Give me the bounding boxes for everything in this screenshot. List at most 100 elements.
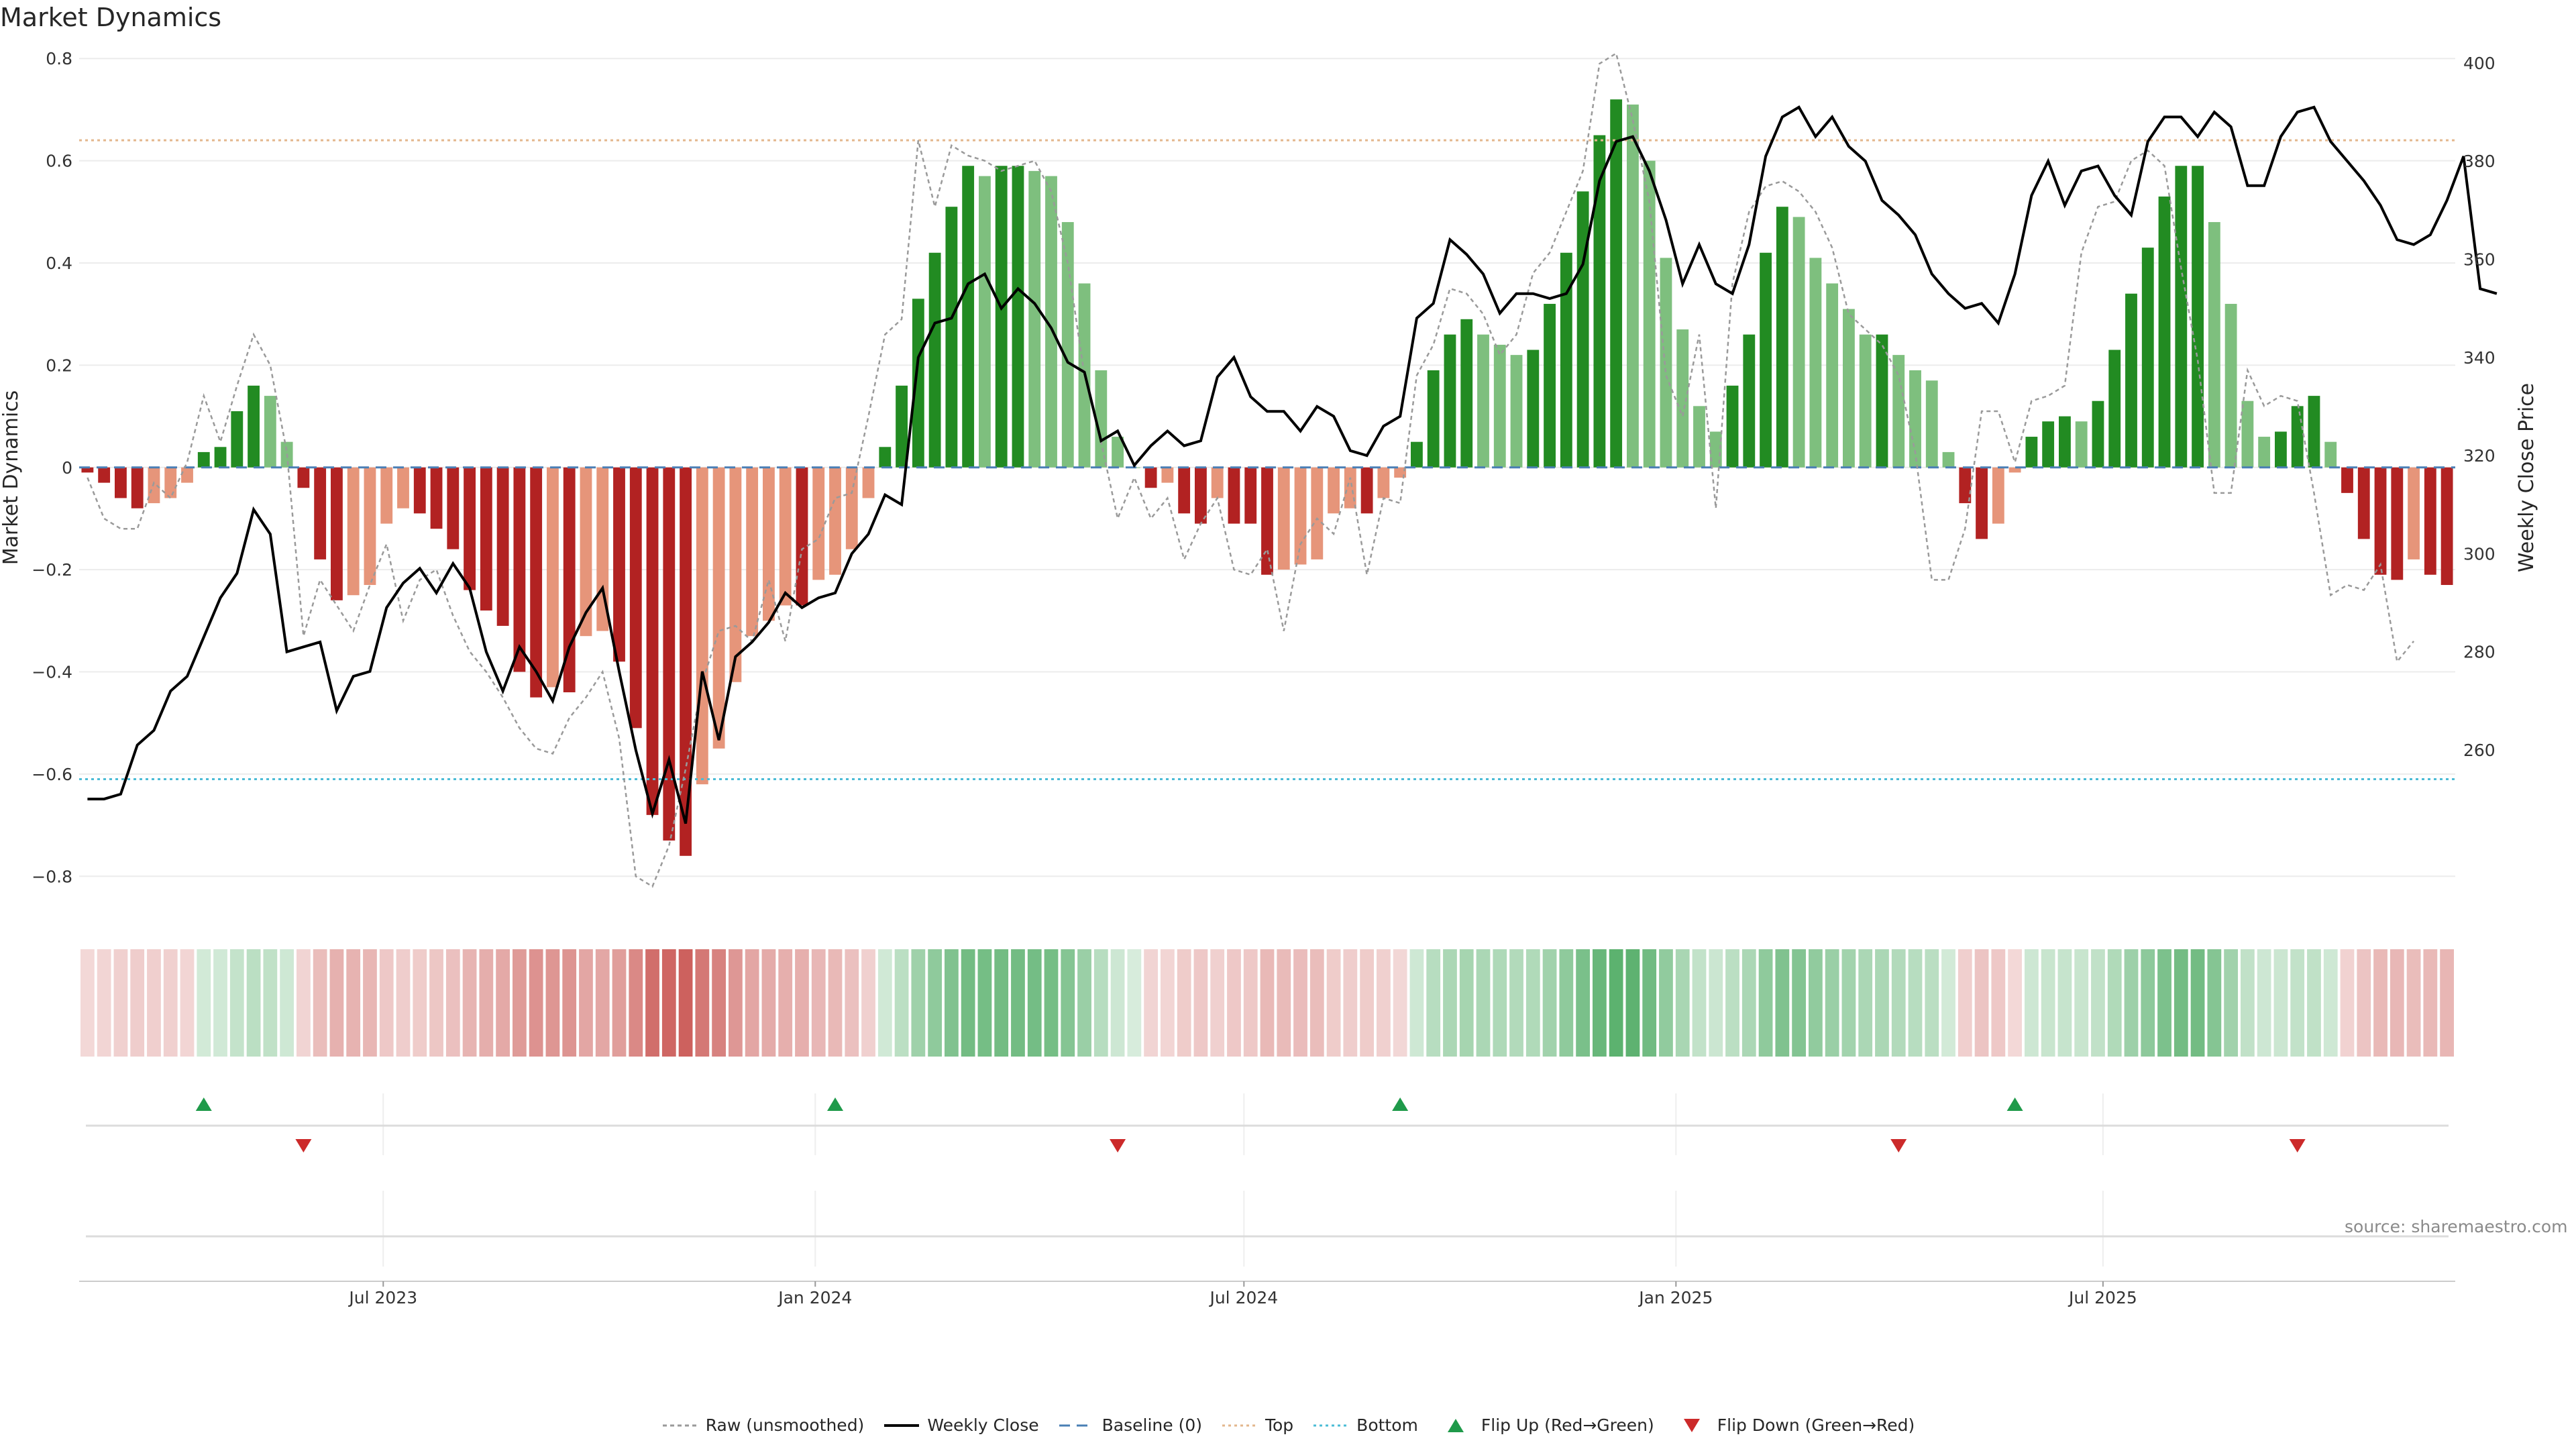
heat-cell bbox=[1775, 949, 1790, 1057]
momentum-bar bbox=[1277, 467, 1290, 570]
momentum-bar bbox=[231, 411, 244, 468]
heat-cell bbox=[1177, 949, 1191, 1057]
heat-cell bbox=[163, 949, 178, 1057]
heat-cell bbox=[745, 949, 759, 1057]
heat-cell bbox=[2057, 949, 2072, 1057]
flip-down-marker bbox=[1110, 1139, 1126, 1152]
heat-cell bbox=[1692, 949, 1707, 1057]
heat-cell bbox=[2406, 949, 2421, 1057]
legend-label: Flip Down (Green→Red) bbox=[1717, 1415, 1915, 1435]
momentum-bar bbox=[1344, 467, 1356, 508]
y-tick-label: −0.4 bbox=[32, 663, 72, 682]
momentum-bar bbox=[1576, 191, 1589, 468]
heat-cell bbox=[877, 949, 892, 1057]
heat-cell bbox=[928, 949, 942, 1057]
momentum-bar bbox=[1294, 467, 1307, 565]
heat-strip bbox=[80, 949, 2454, 1057]
y-tick-label: 0.2 bbox=[46, 356, 72, 375]
heat-cell bbox=[1525, 949, 1540, 1057]
momentum-bar bbox=[1925, 380, 1938, 468]
green-triangle-up-icon bbox=[1447, 1418, 1464, 1432]
heat-cell bbox=[795, 949, 809, 1057]
momentum-bar bbox=[397, 467, 409, 508]
momentum-bar bbox=[347, 467, 360, 596]
heat-cell bbox=[1493, 949, 1507, 1057]
heat-cell bbox=[413, 949, 427, 1057]
heat-cell bbox=[2273, 949, 2288, 1057]
momentum-bar bbox=[1743, 334, 1756, 468]
heat-cell bbox=[729, 949, 743, 1057]
heat-cell bbox=[695, 949, 710, 1057]
heat-cell bbox=[180, 949, 195, 1057]
heat-cell bbox=[1210, 949, 1225, 1057]
y2-tick-label: 380 bbox=[2463, 152, 2496, 171]
flip-up-marker bbox=[827, 1097, 843, 1111]
heat-cell bbox=[2190, 949, 2205, 1057]
momentum-bar bbox=[2125, 293, 2137, 468]
solid-black-line-icon bbox=[884, 1424, 920, 1427]
flip-down-marker bbox=[1890, 1139, 1907, 1152]
momentum-bar bbox=[2341, 467, 2353, 493]
momentum-bar bbox=[879, 447, 892, 468]
heat-cell bbox=[2373, 949, 2387, 1057]
momentum-bar bbox=[646, 467, 659, 815]
heat-cell bbox=[445, 949, 460, 1057]
momentum-bar bbox=[580, 467, 592, 637]
line-layer bbox=[79, 52, 2498, 888]
dotted-gray-line-icon bbox=[662, 1424, 698, 1426]
y-tick-label: 0.6 bbox=[46, 152, 72, 171]
heat-cell bbox=[2357, 949, 2371, 1057]
x-tick-label: Jul 2024 bbox=[1208, 1288, 1278, 1307]
heat-cell bbox=[429, 949, 443, 1057]
heat-cell bbox=[280, 949, 294, 1057]
heat-cell bbox=[1343, 949, 1358, 1057]
heat-cell bbox=[113, 949, 128, 1057]
momentum-bar bbox=[1560, 252, 1572, 468]
heat-cell bbox=[1193, 949, 1208, 1057]
heat-cell bbox=[2008, 949, 2022, 1057]
momentum-bar bbox=[812, 467, 825, 580]
x-tick-label: Jul 2025 bbox=[2068, 1288, 2137, 1307]
y2-tick-label: 320 bbox=[2463, 446, 2496, 466]
heat-cell bbox=[1243, 949, 1258, 1057]
x-tick-label: Jul 2023 bbox=[347, 1288, 417, 1307]
heat-cell bbox=[1593, 949, 1607, 1057]
heat-cell bbox=[1576, 949, 1590, 1057]
momentum-bar bbox=[2324, 441, 2337, 468]
heat-cell bbox=[1426, 949, 1441, 1057]
heat-cell bbox=[1709, 949, 1723, 1057]
legend-label: Baseline (0) bbox=[1102, 1415, 1202, 1435]
heat-cell bbox=[778, 949, 793, 1057]
momentum-bar bbox=[1976, 467, 1988, 539]
chart-title: Market Dynamics bbox=[0, 3, 222, 32]
momentum-bar bbox=[1360, 467, 1373, 514]
heat-cell bbox=[1758, 949, 1773, 1057]
legend-label: Weekly Close bbox=[927, 1415, 1039, 1435]
heat-cell bbox=[462, 949, 477, 1057]
heat-cell bbox=[1841, 949, 1856, 1057]
y-tick-label: 0.4 bbox=[46, 254, 72, 273]
momentum-bar bbox=[513, 467, 526, 672]
momentum-bar bbox=[530, 467, 543, 698]
heat-cell bbox=[529, 949, 543, 1057]
momentum-bar bbox=[613, 467, 625, 662]
flip-up-marker bbox=[2006, 1097, 2023, 1111]
heat-cell bbox=[396, 949, 411, 1057]
legend-label: Bottom bbox=[1356, 1415, 1418, 1435]
momentum-bar bbox=[1028, 170, 1041, 468]
heat-cell bbox=[2141, 949, 2155, 1057]
momentum-bar bbox=[1427, 370, 1440, 468]
heat-cell bbox=[1061, 949, 1075, 1057]
flip-down-marker bbox=[295, 1139, 312, 1152]
heat-cell bbox=[645, 949, 659, 1057]
momentum-bar bbox=[331, 467, 343, 600]
heat-cell bbox=[1625, 949, 1640, 1057]
momentum-bar bbox=[496, 467, 509, 626]
legend-label: Flip Up (Red→Green) bbox=[1481, 1415, 1654, 1435]
heat-cell bbox=[479, 949, 494, 1057]
flip-panel bbox=[79, 1093, 2455, 1282]
momentum-bar bbox=[2440, 467, 2453, 585]
momentum-bar bbox=[181, 467, 193, 483]
momentum-bar bbox=[2241, 400, 2254, 468]
